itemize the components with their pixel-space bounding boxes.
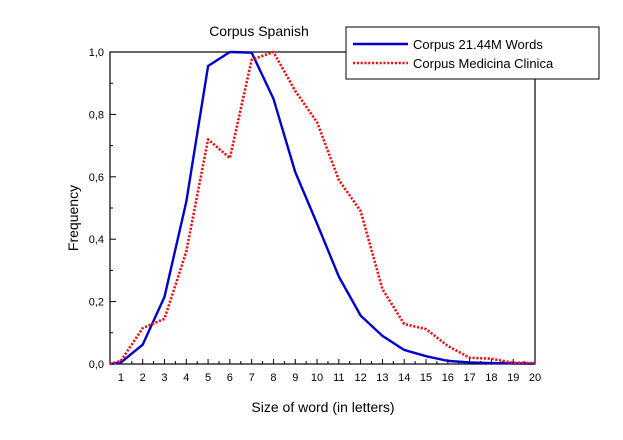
x-tick-label: 2 xyxy=(140,372,146,384)
x-tick-label: 11 xyxy=(333,372,344,384)
x-axis-label: Size of word (in letters) xyxy=(251,399,394,415)
x-tick-label: 20 xyxy=(529,372,541,384)
x-tick-label: 6 xyxy=(227,372,233,384)
x-tick-label: 16 xyxy=(442,372,454,384)
x-axis: 1 2 3 4 5 6 7 8 9 10 11 12 13 14 15 16 17 18 19 20 xyxy=(118,359,541,384)
y-tick-label: 1,0 xyxy=(89,47,104,59)
y-tick-label: 0,2 xyxy=(89,297,104,309)
x-tick-label: 14 xyxy=(398,372,410,384)
x-tick-label: 7 xyxy=(249,372,255,384)
series-line-0 xyxy=(109,50,536,366)
legend-label-1: Corpus Medicina Clinica xyxy=(413,56,554,71)
x-tick-label: 12 xyxy=(355,372,367,384)
legend: Corpus 21.44M Words Corpus Medicina Clin… xyxy=(345,26,600,80)
x-tick-label: 1 xyxy=(118,372,124,384)
x-tick-label: 19 xyxy=(507,372,519,384)
x-tick-label: 18 xyxy=(485,372,497,384)
x-tick-label: 8 xyxy=(270,372,276,384)
x-tick-label: 4 xyxy=(183,372,189,384)
y-axis: 0,0 0,2 0,4 0,6 0,8 1,0 xyxy=(89,47,116,371)
legend-label-0: Corpus 21.44M Words xyxy=(413,37,543,52)
y-tick-label: 0,6 xyxy=(89,172,104,184)
x-tick-label: 9 xyxy=(292,372,298,384)
x-tick-label: 10 xyxy=(311,372,323,384)
legend-box xyxy=(345,26,600,80)
plot-frame xyxy=(109,51,536,365)
y-tick-label: 0,8 xyxy=(89,109,104,121)
x-tick-label: 3 xyxy=(161,372,167,384)
x-tick-label: 5 xyxy=(205,372,211,384)
chart-title: Corpus Spanish xyxy=(209,23,309,39)
series-group xyxy=(109,50,536,366)
x-tick-label: 15 xyxy=(420,372,432,384)
y-tick-label: 0,4 xyxy=(89,234,104,246)
series-line-1 xyxy=(109,50,536,366)
y-tick-label: 0,0 xyxy=(89,359,104,371)
y-axis-label: Frequency xyxy=(65,185,81,251)
x-tick-label: 17 xyxy=(463,372,475,384)
x-tick-label: 13 xyxy=(376,372,388,384)
